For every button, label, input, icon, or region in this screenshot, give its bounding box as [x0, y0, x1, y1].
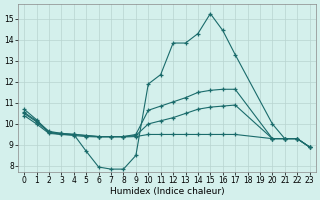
X-axis label: Humidex (Indice chaleur): Humidex (Indice chaleur) [109, 187, 224, 196]
